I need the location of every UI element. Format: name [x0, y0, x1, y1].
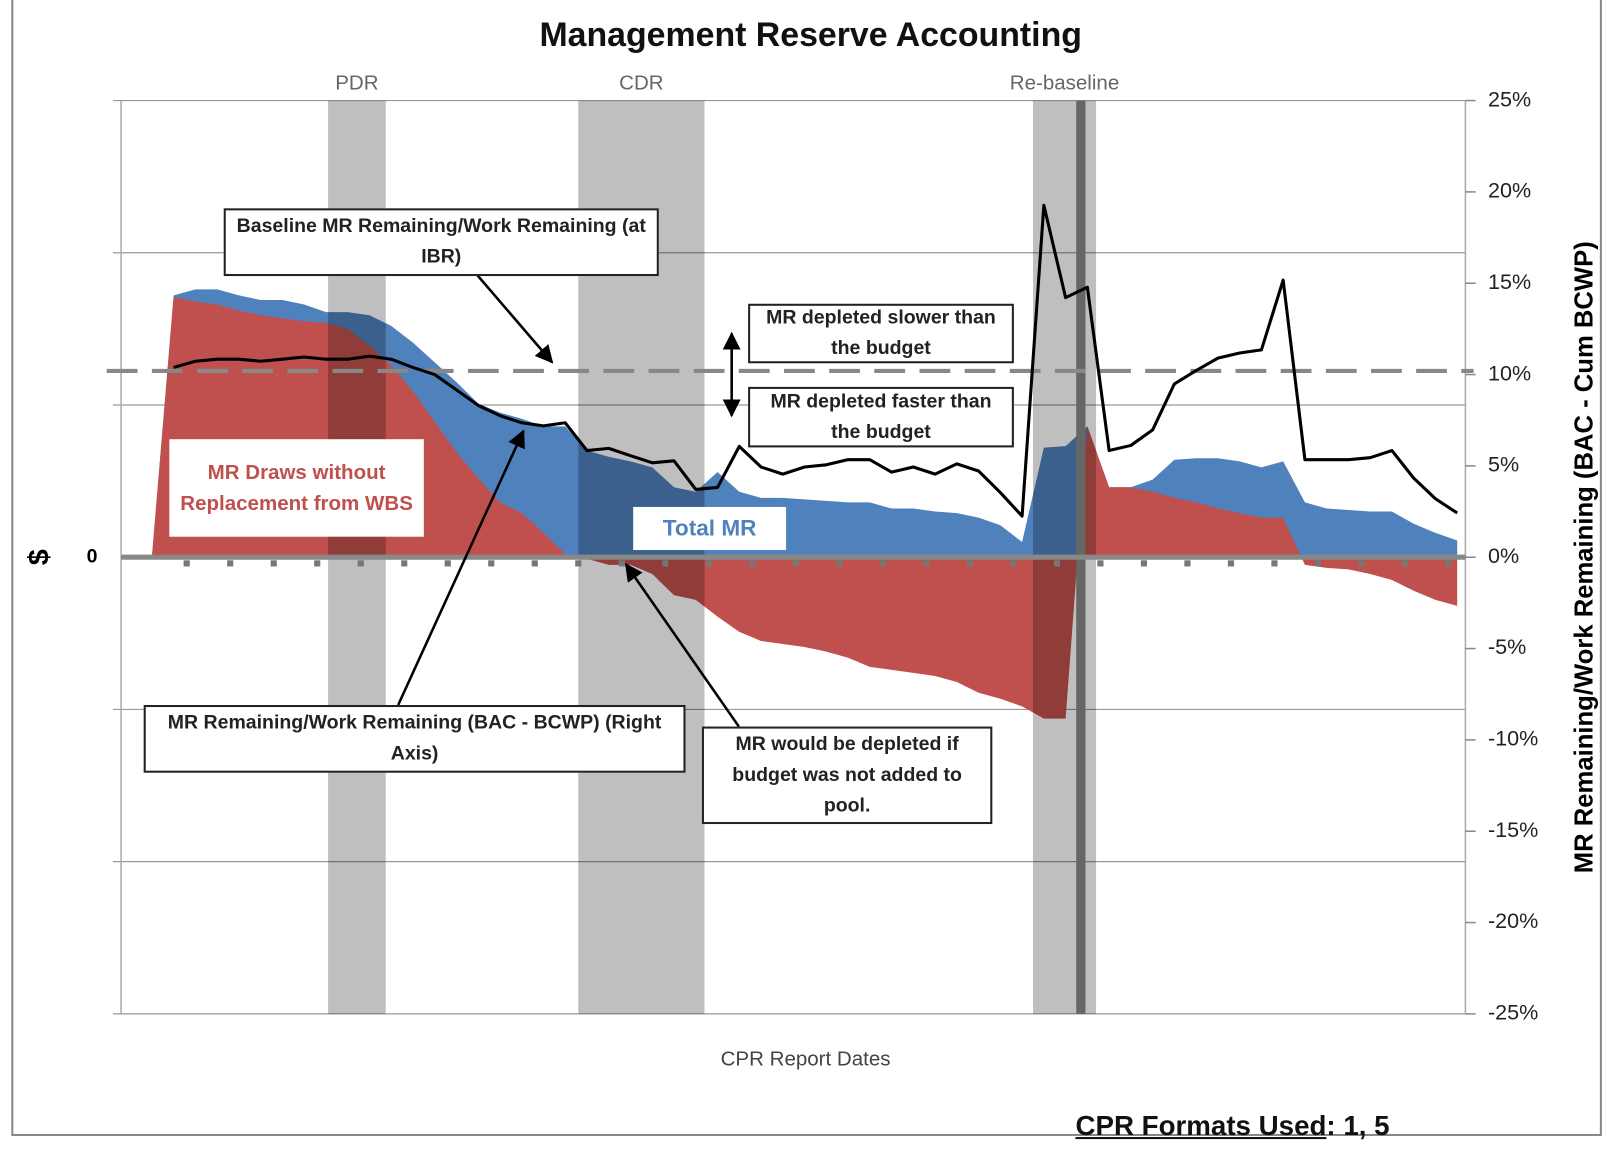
annotation-box: Baseline MR Remaining/Work Remaining (at… [223, 208, 659, 277]
annotation-box: MR depleted slower than the budget [748, 303, 1014, 364]
arrow [624, 562, 740, 728]
arrow [476, 274, 554, 364]
x-tick [1445, 560, 1452, 567]
x-tick [1227, 560, 1235, 567]
x-tick [1010, 560, 1017, 567]
x-tick [1358, 560, 1365, 567]
y2-tick-label: -15% [1488, 817, 1538, 842]
y-tick-label: 0 [87, 545, 98, 567]
x-tick [705, 560, 712, 567]
x-tick [618, 560, 625, 567]
y2-tick-label: -5% [1488, 634, 1526, 659]
x-tick [270, 560, 277, 567]
milestone-label: PDR [335, 72, 378, 95]
x-tick [357, 560, 364, 567]
y2-tick-label: 25% [1488, 86, 1531, 111]
x-tick [1314, 560, 1322, 567]
footer-value: : 1, 5 [1326, 1110, 1390, 1142]
footer-label: CPR Formats Used [1075, 1110, 1327, 1142]
annotation-box: MR depleted faster than the budget [748, 386, 1014, 448]
y2-tick-label: 5% [1488, 452, 1519, 477]
x-tick [879, 560, 886, 567]
series-label: Total MR [633, 506, 787, 551]
y2-tick-label: 15% [1488, 269, 1531, 294]
x-tick [836, 560, 843, 567]
x-tick [227, 560, 234, 567]
y2-tick-label: -10% [1488, 726, 1538, 751]
y2-tick-label: 0% [1488, 543, 1519, 568]
x-tick [792, 560, 799, 567]
x-tick [1401, 560, 1409, 567]
x-tick [314, 560, 321, 567]
y-axis-label: $ [24, 549, 56, 565]
milestone-label: CDR [619, 72, 663, 95]
line [173, 203, 1459, 518]
x-axis-label: CPR Report Dates [721, 1047, 891, 1070]
x-tick [444, 560, 451, 567]
y2-axis-label: MR Remaining/Work Remaining (BAC - Cum B… [1570, 241, 1598, 873]
x-tick [1271, 560, 1278, 567]
y2-tick-label: -25% [1488, 1000, 1538, 1025]
y2-tick-label: -20% [1488, 908, 1538, 933]
frame [11, 0, 1602, 1137]
x-tick [575, 560, 582, 567]
series-label: MR Draws without Replacement from WBS [169, 439, 424, 537]
footer: CPR Formats Used: 1, 5 [1075, 1110, 1389, 1142]
x-tick [1184, 560, 1191, 567]
x-tick [1097, 560, 1104, 567]
chart-title: Management Reserve Accounting [539, 16, 1082, 54]
y2-tick-label: 10% [1488, 360, 1531, 385]
x-tick [1053, 560, 1060, 567]
x-tick [401, 560, 408, 567]
x-tick [531, 560, 538, 567]
x-tick [923, 560, 930, 567]
x-tick [488, 560, 495, 567]
x-tick [749, 560, 756, 567]
y2-tick-label: 20% [1488, 178, 1531, 203]
x-tick [662, 560, 669, 567]
x-tick [1140, 560, 1148, 567]
series-label: MR Remaining/Work Remaining (BAC - BCWP)… [143, 704, 686, 773]
x-tick [966, 560, 973, 567]
arrow [396, 429, 525, 706]
x-tick [183, 560, 190, 567]
milestone-label: Re-baseline [1010, 72, 1119, 95]
annotation-box: MR would be depleted if budget was not a… [701, 726, 993, 825]
